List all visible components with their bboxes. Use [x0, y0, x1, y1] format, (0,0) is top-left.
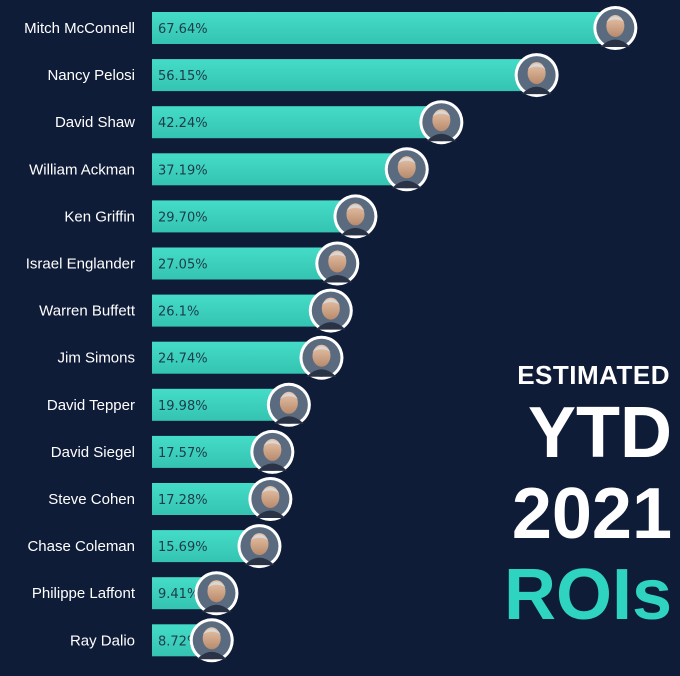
avatar-jim-simons	[299, 335, 344, 380]
value-label-nancy-pelosi: 56.15%	[158, 69, 208, 84]
avatar-chase-coleman	[237, 524, 282, 569]
avatar-nancy-pelosi	[514, 53, 559, 98]
value-label-david-siegel: 17.57%	[158, 446, 208, 461]
avatar-philippe-laffont	[194, 571, 239, 616]
bar-israel-englander	[152, 247, 338, 280]
bar-david-shaw	[152, 106, 442, 139]
bar-nancy-pelosi	[152, 59, 537, 92]
avatar-ken-griffin	[333, 194, 378, 239]
category-label-warren-buffett: Warren Buffett	[39, 303, 136, 320]
value-label-steve-cohen: 17.28%	[158, 493, 208, 508]
category-label-philippe-laffont: Philippe Laffont	[32, 585, 136, 602]
title-line-ytd: YTD	[528, 393, 672, 473]
title-line-rois: ROIs	[503, 555, 672, 635]
value-label-philippe-laffont: 9.41%	[158, 587, 199, 602]
category-label-david-siegel: David Siegel	[51, 444, 135, 461]
value-label-william-ackman: 37.19%	[158, 163, 208, 178]
bar-warren-buffett	[152, 294, 331, 327]
value-label-david-tepper: 19.98%	[158, 399, 208, 414]
avatar-ray-dalio	[189, 618, 234, 663]
category-label-mitch-mcconnell: Mitch McConnell	[24, 20, 135, 37]
value-label-ray-dalio: 8.72%	[158, 634, 199, 649]
category-label-david-shaw: David Shaw	[55, 114, 135, 131]
bar-william-ackman	[152, 153, 407, 186]
category-label-jim-simons: Jim Simons	[57, 350, 135, 367]
title-line-estimated: ESTIMATED	[517, 360, 670, 390]
category-label-william-ackman: William Ackman	[29, 161, 135, 178]
value-label-david-shaw: 42.24%	[158, 116, 208, 131]
avatar-israel-englander	[315, 241, 360, 286]
category-label-steve-cohen: Steve Cohen	[48, 491, 135, 508]
title-line-year: 2021	[511, 474, 672, 554]
value-label-chase-coleman: 15.69%	[158, 540, 208, 555]
value-label-warren-buffett: 26.1%	[158, 305, 199, 320]
category-label-ken-griffin: Ken Griffin	[64, 208, 135, 225]
category-label-david-tepper: David Tepper	[47, 397, 135, 414]
bar-david-tepper	[152, 388, 289, 421]
category-label-israel-englander: Israel Englander	[26, 256, 135, 273]
bar-jim-simons	[152, 341, 322, 374]
bar-mitch-mcconnell	[152, 12, 616, 44]
chart-title: ESTIMATED YTD 2021 ROIs	[412, 360, 672, 635]
category-label-ray-dalio: Ray Dalio	[70, 632, 135, 649]
avatar-mitch-mcconnell	[593, 6, 638, 50]
value-label-israel-englander: 27.05%	[158, 258, 208, 273]
value-label-ken-griffin: 29.70%	[158, 210, 208, 225]
value-label-jim-simons: 24.74%	[158, 352, 208, 367]
avatar-david-shaw	[419, 100, 464, 145]
avatar-warren-buffett	[308, 288, 353, 333]
category-label-chase-coleman: Chase Coleman	[27, 538, 135, 555]
avatar-william-ackman	[384, 147, 429, 192]
avatar-steve-cohen	[248, 477, 293, 521]
avatar-david-siegel	[250, 429, 295, 474]
category-label-nancy-pelosi: Nancy Pelosi	[47, 67, 135, 84]
value-label-mitch-mcconnell: 67.64%	[158, 22, 208, 37]
avatar-david-tepper	[266, 382, 311, 427]
bar-ken-griffin	[152, 200, 356, 233]
